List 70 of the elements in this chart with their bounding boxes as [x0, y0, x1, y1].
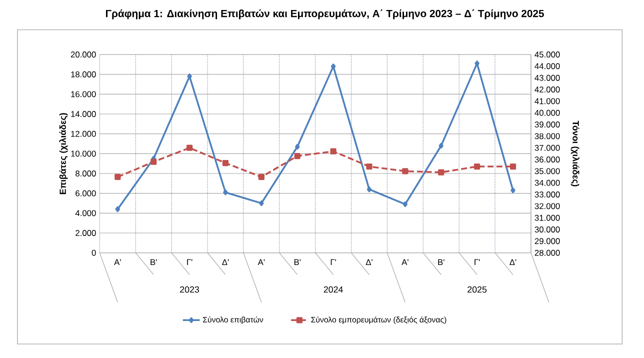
y2-tick-label: 30.000 [534, 226, 560, 232]
point [115, 206, 120, 212]
y2-tick-label: 40.000 [534, 110, 560, 116]
y2-tick-label: 33.000 [534, 192, 560, 198]
y2-tick-label: 43.000 [534, 74, 560, 81]
x-tick-label: Α' [402, 259, 408, 266]
point [222, 160, 229, 166]
y2-tick-label: 34.000 [534, 180, 560, 186]
x-tick-label: Γ' [330, 259, 336, 266]
x-tick-label: Δ' [366, 259, 372, 266]
y-tick-label: 12.000 [71, 130, 96, 137]
point [366, 186, 372, 192]
point [474, 60, 480, 66]
y-tick-label: 10.000 [71, 150, 96, 157]
y-tick-label: 16.000 [71, 91, 96, 98]
point [438, 169, 444, 176]
y2-tick-label: 45.000 [534, 52, 560, 58]
x-tick-label: Δ' [222, 259, 229, 266]
point [150, 158, 157, 165]
point [438, 142, 444, 149]
point [114, 174, 121, 180]
x-tick-label: Α' [114, 259, 121, 266]
y2-tick-label: 32.000 [534, 203, 560, 210]
x-tick-label: Γ' [474, 259, 480, 266]
chart-title: Γράφημα 1: Διακίνηση Επιβατών και Εμπορευμάτων, Α΄ Τρίμηνο 2023 – Δ΄ Τρίμηνο 2025 [106, 9, 544, 20]
y2-tick-label: 37.000 [534, 144, 560, 151]
point [187, 74, 192, 80]
x-tick-label: Β' [294, 259, 301, 266]
x-tick-label: Β' [150, 259, 157, 266]
point [294, 152, 300, 160]
y2-tick-label: 28.000 [534, 250, 560, 256]
y-tick-label: 14.000 [71, 111, 96, 118]
y2-tick-label: 29.000 [534, 238, 560, 244]
x-tick-label: Δ' [510, 259, 516, 266]
point [330, 148, 336, 154]
point [258, 174, 264, 180]
y-tick-label: 2.000 [76, 230, 96, 236]
point [186, 144, 193, 151]
y-tick-label: 0 [92, 250, 96, 256]
point [223, 190, 228, 196]
y-tick-label: 20.000 [70, 52, 96, 58]
y2-axis-title: Τόνοι (χιλιάδες) [570, 120, 580, 186]
y-tick-label: 18.000 [71, 71, 96, 78]
y-axis-title: Επιβάτες (χιλιάδες) [59, 113, 68, 194]
text: 2023 [180, 286, 200, 293]
y2-tick-label: 41.000 [534, 98, 560, 104]
point [474, 163, 480, 170]
y2-tick-label: 31.000 [534, 214, 560, 221]
point [402, 201, 408, 208]
y-tick-label: 4.000 [75, 210, 96, 216]
y2-tick-label: 35.000 [534, 168, 560, 174]
x-tick-label: Γ' [187, 259, 192, 266]
y-tick-label: 6.000 [76, 190, 96, 196]
x-tick-label: Α' [258, 259, 265, 266]
point [510, 188, 516, 194]
point [294, 144, 300, 150]
point [402, 168, 408, 174]
point [330, 64, 336, 70]
text: 2025 [468, 286, 487, 293]
y2-tick-label: 36.000 [534, 156, 560, 163]
point [366, 163, 372, 170]
text: 2024 [324, 286, 343, 293]
point [259, 200, 264, 206]
x-tick-label: Β' [438, 259, 444, 266]
y-tick-label: 8.000 [76, 170, 96, 177]
y2-tick-label: 44.000 [534, 63, 560, 70]
y2-tick-label: 42.000 [534, 86, 560, 93]
y2-tick-label: 38.000 [534, 133, 560, 140]
y2-tick-label: 39.000 [534, 122, 560, 128]
point [510, 163, 516, 170]
